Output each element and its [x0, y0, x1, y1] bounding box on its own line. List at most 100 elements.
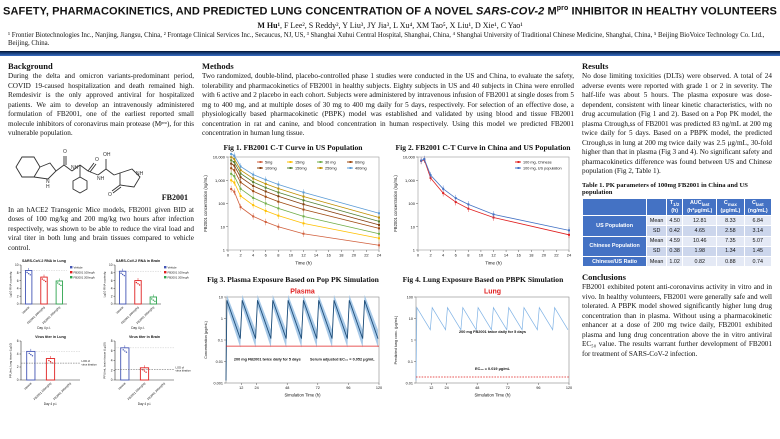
- svg-text:4: 4: [17, 353, 19, 357]
- svg-text:2: 2: [111, 295, 113, 299]
- svg-text:120: 120: [566, 386, 572, 390]
- svg-text:Vehicle: Vehicle: [21, 305, 31, 315]
- svg-text:24: 24: [377, 252, 382, 257]
- svg-text:8: 8: [277, 252, 280, 257]
- svg-text:0: 0: [17, 303, 19, 307]
- table-cell: 4.50: [666, 215, 684, 227]
- svg-text:5mg: 5mg: [265, 160, 272, 164]
- table-cell: 5.07: [743, 235, 773, 247]
- svg-text:Vehicle: Vehicle: [74, 266, 83, 270]
- svg-text:24: 24: [567, 252, 572, 257]
- svg-text:0: 0: [111, 379, 113, 383]
- svg-text:SARS-CoV-2 RNA in Lung: SARS-CoV-2 RNA in Lung: [22, 259, 66, 263]
- svg-text:0: 0: [111, 303, 113, 307]
- table-group-label: US Population: [581, 215, 648, 237]
- figure-row-1: Fig 1. FB2001 C-T Curve in US Population…: [202, 139, 574, 271]
- svg-text:Lung: Lung: [484, 288, 501, 295]
- svg-text:18: 18: [529, 252, 534, 257]
- table-cell: 10.46: [682, 235, 718, 247]
- title-text-pre: SAFETY, PHARMACOKINETICS, AND PREDICTED …: [3, 5, 476, 18]
- svg-text:Vehicle: Vehicle: [168, 266, 177, 270]
- table-stat-label: SD: [646, 245, 668, 258]
- conclusions-paragraph: FB2001 exhibited potent anti-coronavirus…: [582, 283, 772, 358]
- authors-line: M Hu¹, F Lee², S Reddy², Y Liu³, JY Jia³…: [0, 21, 780, 30]
- methods-paragraph: Two randomized, double-blind, placebo-co…: [202, 72, 574, 138]
- figure-3-title: Fig 3. Plasma Exposure Based on Pop PK S…: [207, 274, 379, 284]
- figure-row-2: Fig 3. Plasma Exposure Based on Pop PK S…: [202, 271, 574, 403]
- table-cell: 2.58: [716, 225, 745, 237]
- svg-text:N: N: [46, 179, 50, 185]
- svg-text:NH: NH: [71, 165, 79, 171]
- table-group-label: Chinese Population: [581, 235, 648, 258]
- svg-text:FB2001 100mg/kg: FB2001 100mg/kg: [127, 381, 147, 401]
- svg-text:10: 10: [409, 317, 413, 321]
- svg-text:150mg: 150mg: [295, 166, 307, 170]
- results-column: Results No dose limiting toxicities (DLT…: [581, 59, 773, 406]
- poster-body: Background During the delta and omicron …: [0, 56, 780, 406]
- svg-text:Time (h): Time (h): [295, 260, 312, 265]
- background-heading: Background: [8, 61, 53, 72]
- svg-text:2: 2: [429, 252, 432, 257]
- other-authors: , F Lee², S Reddy², Y Liu³, JY Jia³, L X…: [279, 20, 523, 30]
- svg-text:Simulation Time (h): Simulation Time (h): [284, 392, 321, 397]
- svg-text:100: 100: [408, 201, 415, 206]
- svg-text:0.1: 0.1: [408, 360, 413, 364]
- table-cell: 4.59: [666, 235, 684, 247]
- figure-3: Fig 3. Plasma Exposure Based on Pop PK S…: [202, 271, 384, 403]
- svg-text:LOD of: LOD of: [176, 366, 185, 370]
- svg-text:NH: NH: [136, 171, 144, 177]
- svg-text:FB2001 200mg/k: FB2001 200mg/k: [74, 276, 96, 280]
- pk-table-body: US Population Mean 4.50 12.81 8.33 6.84 SD 0.42…: [581, 215, 773, 268]
- svg-text:Vehicle: Vehicle: [23, 381, 33, 391]
- svg-text:1: 1: [221, 317, 223, 321]
- svg-text:16: 16: [516, 252, 521, 257]
- svg-text:0.01: 0.01: [406, 381, 413, 385]
- svg-text:72: 72: [316, 386, 320, 390]
- svg-text:24: 24: [254, 386, 258, 390]
- svg-text:O: O: [108, 192, 112, 198]
- svg-text:virus titration: virus titration: [82, 363, 98, 367]
- table-cell: 1.45: [743, 245, 773, 258]
- svg-text:Virus titer in Brain: Virus titer in Brain: [129, 335, 160, 339]
- table-stat-label: Mean: [646, 235, 668, 247]
- svg-text:PFU/mL brain tissue (Lg10): PFU/mL brain tissue (Lg10): [103, 343, 107, 380]
- table-row: Chinese Population Mean 4.59 10.46 7.35 5.07: [581, 235, 773, 258]
- fb2001-structure-image: NH O NH O NH OH NH O: [15, 149, 144, 198]
- svg-text:FB2001 concentration (ng/mL): FB2001 concentration (ng/mL): [203, 174, 208, 231]
- svg-text:4: 4: [252, 252, 255, 257]
- svg-text:12: 12: [491, 252, 496, 257]
- svg-text:22: 22: [364, 252, 369, 257]
- svg-text:1: 1: [413, 247, 416, 252]
- svg-text:96: 96: [536, 386, 540, 390]
- svg-text:Day 4 p.i.: Day 4 p.i.: [131, 326, 145, 330]
- results-paragraph: No dose limiting toxicities (DLTs) were …: [582, 72, 772, 176]
- svg-text:SARS-CoV-2 RNA in Brain: SARS-CoV-2 RNA in Brain: [116, 259, 160, 263]
- figure-3-chart: 12 24 48 72 96 120 0.001 0.01 0.1 1 10 Simulation T…: [204, 288, 382, 397]
- table-column-header: T1/2 (h): [666, 197, 684, 217]
- title-text-post: INHIBITOR IN HEALTHY VOLUNTEERS: [568, 5, 777, 18]
- poster-root: SAFETY, PHARMACOKINETICS, AND PREDICTED …: [0, 5, 780, 406]
- methods-column: Methods Two randomized, double-blind, pl…: [202, 59, 574, 406]
- svg-text:48: 48: [475, 386, 479, 390]
- first-author: M Hu¹: [257, 20, 280, 30]
- svg-text:PFU/mL lung tissue (Lg10): PFU/mL lung tissue (Lg10): [9, 343, 13, 379]
- svg-text:400mg: 400mg: [355, 166, 367, 170]
- svg-text:O: O: [95, 157, 99, 163]
- svg-text:FB2001 100mg/kg: FB2001 100mg/kg: [33, 381, 53, 401]
- svg-text:NH: NH: [97, 176, 105, 182]
- table-cell: 12.81: [682, 215, 718, 227]
- background-column: Background During the delta and omicron …: [8, 59, 194, 406]
- svg-text:10,000: 10,000: [213, 154, 226, 159]
- svg-text:0: 0: [17, 379, 19, 383]
- svg-text:8: 8: [111, 271, 113, 275]
- svg-text:10: 10: [221, 224, 226, 229]
- svg-text:4: 4: [442, 252, 445, 257]
- svg-text:100: 100: [218, 201, 225, 206]
- table-stat-label: Mean: [646, 256, 668, 268]
- table-cell: 6.84: [743, 215, 773, 227]
- table-row: SD 0.42 4.65 2.58 3.14: [583, 225, 773, 237]
- svg-text:2: 2: [17, 295, 19, 299]
